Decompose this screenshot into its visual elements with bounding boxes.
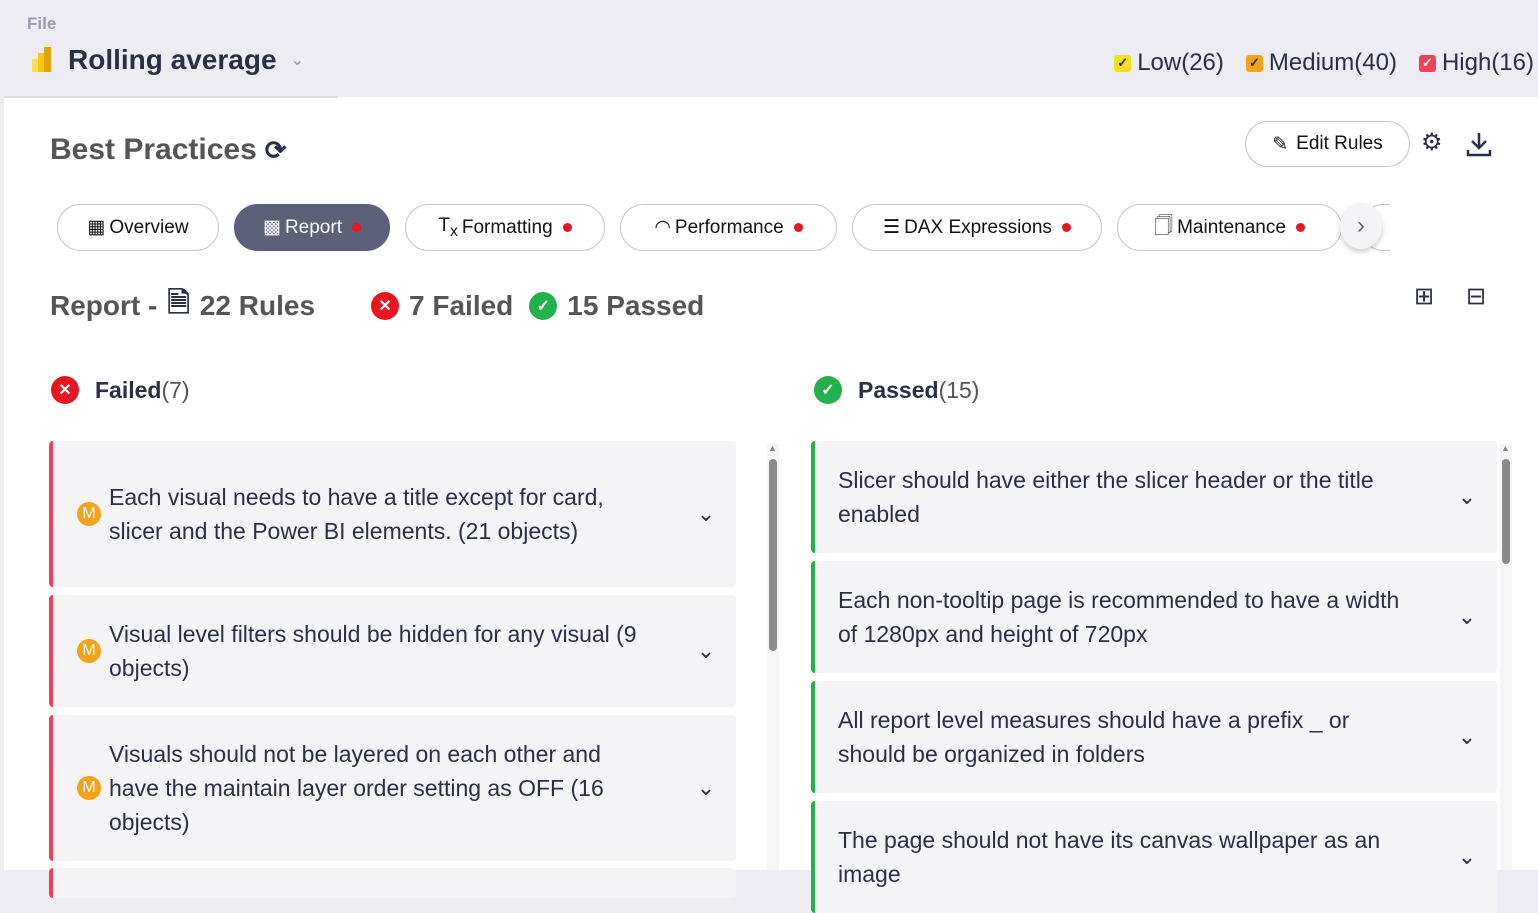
passed-icon: ✓ (529, 292, 558, 320)
passed-rule-item[interactable]: Each non-tooltip page is recommended to … (811, 561, 1497, 673)
chevron-down-icon[interactable]: ⌄ (696, 638, 716, 663)
collapse-all-icon[interactable]: ⊟ (1466, 283, 1487, 310)
alert-dot (562, 223, 572, 232)
report-name: Rolling average (68, 44, 277, 75)
tab-label: Report (284, 216, 342, 238)
rule-text: Each visual needs to have a title except… (109, 484, 604, 544)
pencil-icon: ✎ (1272, 133, 1289, 155)
chevron-right-icon: › (1357, 212, 1365, 239)
report-selector[interactable]: Rolling average ⌄ (30, 44, 304, 76)
grid-icon: ▦ (87, 217, 106, 238)
scroll-up-arrow-icon[interactable]: ▲ (768, 443, 777, 453)
rule-text: Visuals should not be layered on each ot… (109, 741, 604, 835)
checkbox-icon[interactable]: ✓ (1114, 54, 1132, 72)
alert-dot (1295, 223, 1305, 232)
failed-title: Failed (95, 376, 162, 403)
scroll-up-arrow-icon[interactable]: ▲ (1501, 443, 1510, 453)
failed-rule-item[interactable]: M Visual level filters should be hidden f… (49, 595, 736, 707)
chevron-down-icon[interactable]: ⌄ (1457, 604, 1477, 629)
divider (4, 96, 338, 98)
passed-rule-item[interactable]: The page should not have its canvas wall… (811, 801, 1497, 913)
tab-performance[interactable]: ◠ Performance (620, 204, 837, 251)
severity-label: Low(26) (1137, 49, 1224, 76)
page-title-text: Best Practices (50, 133, 257, 166)
gear-icon[interactable]: ⚙ (1421, 129, 1443, 156)
tab-dax-expressions[interactable]: ☰ DAX Expressions (852, 204, 1102, 251)
failed-icon: ✕ (51, 376, 79, 404)
severity-high-checkbox[interactable]: ✓ High(16) (1418, 49, 1534, 77)
passed-rule-item[interactable]: Slicer should have either the slicer hea… (811, 441, 1497, 553)
severity-filters: ✓ Low(26) ✓ Medium(40) ✓ High(16) (1114, 49, 1534, 77)
rule-text: The page should not have its canvas wall… (838, 827, 1381, 887)
passed-title: Passed (858, 376, 939, 403)
tab-label: Overview (109, 216, 189, 238)
document-icon: 🗎 (167, 287, 190, 318)
chevron-down-icon[interactable]: ⌄ (696, 775, 716, 800)
severity-label: High(16) (1441, 49, 1534, 76)
passed-rule-item[interactable]: All report level measures should have a … (811, 681, 1497, 793)
chevron-down-icon: ⌄ (290, 52, 304, 69)
passed-count: (15) (938, 376, 980, 403)
failed-rule-item[interactable]: M Each visual needs to have a title excep… (49, 441, 736, 587)
tab-label: Maintenance (1177, 216, 1286, 238)
edit-rules-button[interactable]: ✎ Edit Rules (1245, 121, 1410, 167)
rule-text: All report level measures should have a … (838, 707, 1350, 767)
alert-dot (1061, 223, 1071, 232)
page-title: Best Practices ⟳ (50, 133, 287, 167)
passed-count: 15 Passed (567, 290, 705, 321)
chevron-down-icon[interactable]: ⌄ (696, 501, 716, 526)
refresh-icon[interactable]: ⟳ (264, 134, 287, 165)
failed-count: 7 Failed (409, 290, 514, 321)
failed-rule-item[interactable]: M Visuals should not be layered on each o… (49, 715, 736, 861)
checkbox-icon[interactable]: ✓ (1245, 54, 1263, 72)
tab-maintenance[interactable]: 🗍 Maintenance (1117, 204, 1342, 251)
gauge-icon: ◠ (654, 217, 671, 238)
rule-text: Visual level filters should be hidden fo… (109, 621, 637, 681)
expand-all-icon[interactable]: ⊞ (1414, 283, 1435, 310)
severity-label: Medium(40) (1268, 49, 1397, 76)
checkbox-icon[interactable]: ✓ (1418, 54, 1436, 72)
failed-icon: ✕ (371, 292, 400, 320)
tab-label: DAX Expressions (904, 216, 1052, 238)
scroll-tabs-right-button[interactable]: › (1340, 203, 1382, 249)
maintenance-icon: 🗍 (1154, 215, 1174, 237)
failed-count: (7) (161, 376, 190, 403)
severity-medium-checkbox[interactable]: ✓ Medium(40) (1245, 49, 1397, 77)
report-icon: ▩ (263, 217, 281, 238)
rules-count: 22 Rules (199, 290, 316, 321)
edit-rules-label: Edit Rules (1296, 133, 1383, 154)
failed-rule-item[interactable] (49, 868, 736, 898)
chevron-down-icon[interactable]: ⌄ (1457, 724, 1477, 749)
medium-severity-badge: M (77, 776, 101, 800)
tab-label: Performance (674, 216, 784, 238)
tab-overview[interactable]: ▦ Overview (57, 204, 219, 251)
failed-header: ✕ Failed(7) (51, 376, 190, 404)
scrollbar-thumb[interactable] (1502, 459, 1510, 564)
alert-dot (351, 223, 361, 232)
tab-report[interactable]: ▩ Report (234, 204, 390, 251)
medium-severity-badge: M (77, 502, 101, 526)
rule-text: Each non-tooltip page is recommended to … (838, 587, 1400, 647)
severity-low-checkbox[interactable]: ✓ Low(26) (1114, 49, 1224, 77)
chevron-down-icon[interactable]: ⌄ (1457, 844, 1477, 869)
rule-text: Slicer should have either the slicer hea… (838, 467, 1374, 527)
section-label: Report - (50, 290, 158, 321)
tab-label: Formatting (461, 216, 553, 238)
powerbi-logo-icon (32, 47, 51, 72)
medium-severity-badge: M (77, 639, 101, 663)
tab-formatting[interactable]: Tx Formatting (405, 204, 605, 251)
rules-summary: Report - 🗎 22 Rules ✕ 7 Failed ✓ 15 Pass… (50, 282, 704, 330)
file-label: File (27, 14, 57, 33)
scrollbar-thumb[interactable] (769, 459, 777, 651)
top-bar (0, 0, 1538, 97)
dax-icon: ☰ (883, 217, 901, 238)
chevron-down-icon[interactable]: ⌄ (1457, 484, 1477, 509)
alert-dot (793, 223, 803, 232)
download-icon[interactable] (1466, 131, 1492, 157)
clear-format-icon: Tx (438, 214, 458, 240)
passed-icon: ✓ (814, 376, 842, 404)
passed-header: ✓ Passed(15) (814, 376, 979, 404)
